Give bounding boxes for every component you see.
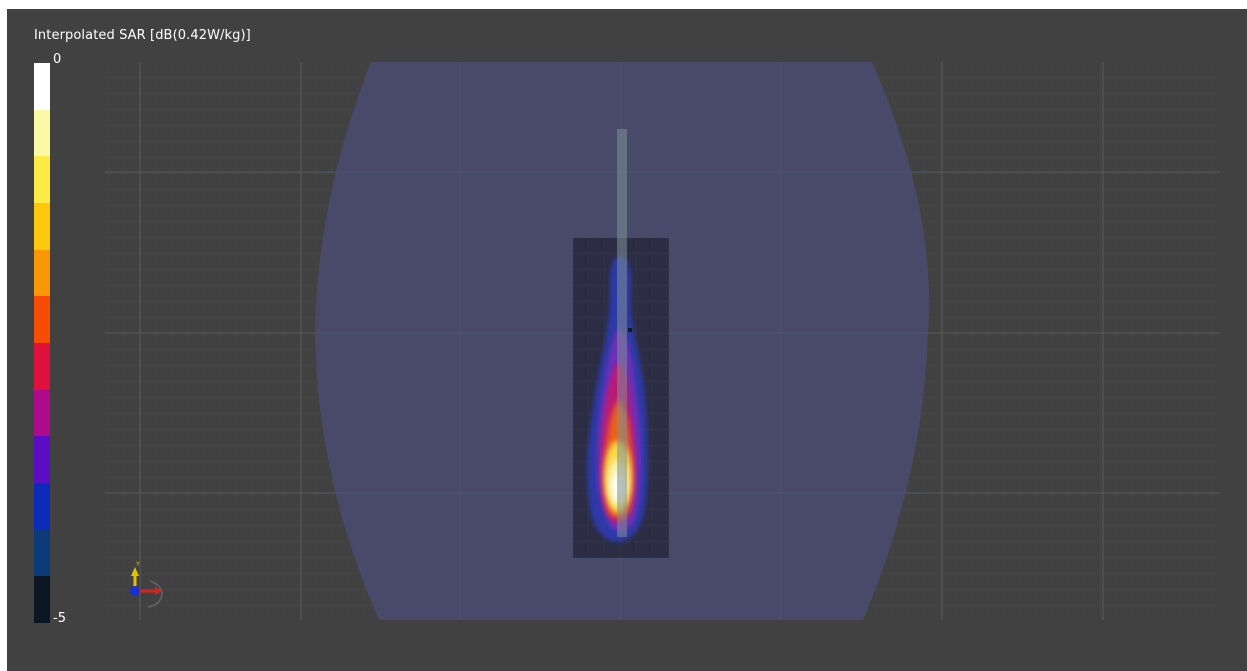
legend-swatch: [34, 436, 50, 484]
sar-scene[interactable]: [7, 9, 1247, 671]
legend-swatch: [34, 529, 50, 577]
legend-swatch: [34, 296, 50, 344]
legend-min-label: -5: [53, 611, 66, 626]
legend-swatch: [34, 389, 50, 437]
probe-marker: [628, 328, 632, 332]
gizmo-z-axis: [130, 586, 140, 596]
axes-gizmo[interactable]: Y: [122, 561, 172, 611]
legend-swatch: [34, 249, 50, 297]
y-arrow-icon: [131, 567, 139, 576]
legend-title: Interpolated SAR [dB(0.42W/kg)]: [34, 28, 251, 43]
legend-swatch: [34, 109, 50, 157]
legend-max-label: 0: [53, 52, 62, 67]
3d-viewport[interactable]: Interpolated SAR [dB(0.42W/kg)] 0 -5 Y: [7, 9, 1247, 671]
probe: [617, 129, 627, 537]
legend-swatch: [34, 576, 50, 624]
x-arrow-icon: [155, 587, 162, 595]
gizmo-rotation-arc: [147, 580, 164, 608]
legend-swatch: [34, 343, 50, 390]
legend-swatch: [34, 203, 50, 250]
legend-swatch: [34, 483, 50, 530]
legend-swatch: [34, 156, 50, 204]
color-legend-bar: [34, 63, 50, 624]
legend-swatch: [34, 63, 50, 110]
gizmo-y-label: Y: [135, 561, 140, 568]
